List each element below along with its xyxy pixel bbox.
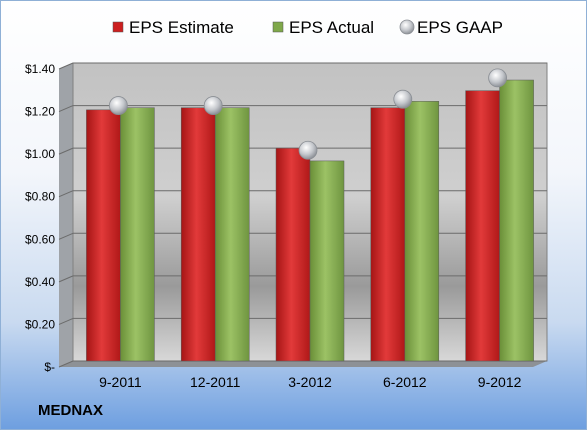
legend-label: EPS GAAP <box>417 18 503 37</box>
gridline-depth <box>58 317 74 325</box>
x-tick-label: 12-2011 <box>190 374 241 390</box>
y-tick-label: $0.60 <box>25 232 55 246</box>
y-tick-label: $0.40 <box>25 275 55 289</box>
y-tick-label: $1.20 <box>25 105 55 119</box>
x-tick-label: 3-2012 <box>288 374 332 390</box>
gridline-depth <box>58 190 74 198</box>
eps-gaap-marker <box>298 140 318 160</box>
eps-gaap-marker <box>203 96 223 115</box>
legend-label: EPS Actual <box>289 18 374 37</box>
eps-gaap-marker <box>393 89 413 109</box>
gridline-depth <box>58 105 74 113</box>
eps-actual-bar <box>120 107 155 362</box>
x-tick-label: 6-2012 <box>383 374 427 390</box>
gridline-depth <box>58 275 74 283</box>
eps-estimate-bar <box>370 107 406 362</box>
y-tick-label: $1.00 <box>25 147 55 161</box>
plot-side-wall <box>59 63 73 367</box>
plot-area: $- $0.20 $0.40 $0.60 $0.80 $1.00 $1.20 $1.40 9-2… <box>25 62 548 390</box>
plot-floor <box>59 361 547 367</box>
eps-actual-bar <box>499 79 534 362</box>
eps-estimate-bar <box>180 107 216 362</box>
gridline-depth <box>58 62 74 70</box>
gridline-depth <box>58 232 74 240</box>
x-tick-label: 9-2012 <box>478 374 522 390</box>
eps-estimate-bar <box>465 90 500 362</box>
y-tick-label: $- <box>44 360 55 374</box>
eps-estimate-bar <box>275 147 311 362</box>
y-tick-label: $0.20 <box>25 317 55 331</box>
legend: EPS Estimate EPS Actual EPS GAAP <box>112 18 503 37</box>
eps-estimate-bar <box>86 109 121 362</box>
eps-gaap-marker <box>488 68 508 88</box>
eps-actual-bar <box>404 101 440 362</box>
legend-swatch-eps-gaap <box>399 19 415 35</box>
legend-swatch-eps-actual <box>272 21 284 33</box>
company-name: MEDNAX <box>38 402 104 419</box>
x-tick-label: 9-2011 <box>99 374 142 390</box>
eps-gaap-marker <box>109 96 128 115</box>
y-tick-label: $1.40 <box>25 62 55 76</box>
gridline-depth <box>58 147 74 155</box>
y-tick-label: $0.80 <box>25 190 55 204</box>
eps-actual-bar <box>214 107 250 362</box>
gridline-depth <box>58 360 74 368</box>
eps-actual-bar <box>309 160 345 362</box>
legend-label: EPS Estimate <box>129 18 234 37</box>
legend-swatch-eps-estimate <box>112 21 124 33</box>
